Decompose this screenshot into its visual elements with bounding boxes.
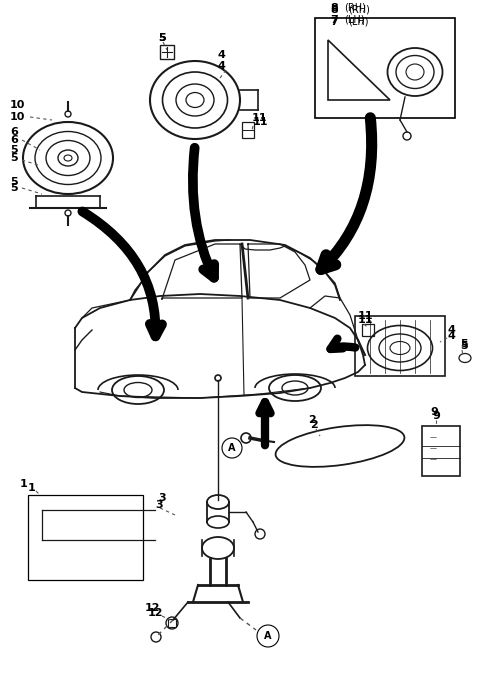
Text: 4: 4: [218, 50, 226, 60]
Bar: [422, 426, 460, 476]
Text: 11: 11: [358, 315, 373, 325]
Text: 5: 5: [158, 33, 166, 43]
Text: 5: 5: [10, 145, 18, 155]
Text: 9: 9: [432, 411, 440, 421]
Text: 4: 4: [448, 331, 456, 341]
Text: 2: 2: [308, 415, 316, 425]
Text: 2: 2: [310, 420, 318, 430]
Bar: [355, 316, 445, 376]
Text: (LH): (LH): [348, 17, 369, 27]
Text: —: —: [430, 434, 437, 440]
Text: —: —: [430, 445, 437, 451]
Text: 6: 6: [10, 135, 18, 145]
Text: (RH): (RH): [348, 5, 370, 15]
Text: 10: 10: [10, 100, 25, 110]
Text: 8: 8: [330, 5, 338, 15]
Text: 1: 1: [28, 483, 36, 493]
Text: 11: 11: [252, 113, 267, 123]
Bar: [168, 619, 176, 627]
Text: 7: 7: [330, 15, 338, 25]
Text: 4: 4: [447, 325, 455, 335]
Text: (RH): (RH): [344, 3, 366, 13]
Bar: [160, 45, 174, 59]
Text: 5: 5: [10, 177, 18, 187]
Text: 1: 1: [20, 479, 28, 489]
Text: 3: 3: [155, 500, 163, 510]
Text: 12: 12: [145, 603, 160, 613]
Text: 5: 5: [460, 341, 468, 351]
Text: 7: 7: [330, 17, 338, 27]
Text: —: —: [430, 456, 437, 462]
Text: 5: 5: [10, 183, 18, 193]
Text: 4: 4: [218, 61, 226, 71]
Text: 5: 5: [10, 153, 18, 163]
Text: A: A: [228, 443, 236, 453]
Bar: [362, 324, 374, 336]
Text: 9: 9: [430, 407, 438, 417]
Bar: [28, 495, 143, 580]
Text: 11: 11: [253, 117, 268, 127]
Text: 3: 3: [158, 493, 166, 503]
Bar: [315, 18, 455, 118]
Text: 6: 6: [10, 127, 18, 137]
Text: (LH): (LH): [344, 15, 364, 25]
Text: 11: 11: [358, 311, 373, 321]
Text: 10: 10: [10, 112, 25, 122]
Text: A: A: [264, 631, 272, 641]
Text: 5: 5: [460, 339, 468, 349]
Text: 8: 8: [330, 3, 338, 13]
Bar: [242, 122, 254, 138]
Text: 12: 12: [148, 608, 164, 618]
Text: 5: 5: [158, 33, 166, 43]
